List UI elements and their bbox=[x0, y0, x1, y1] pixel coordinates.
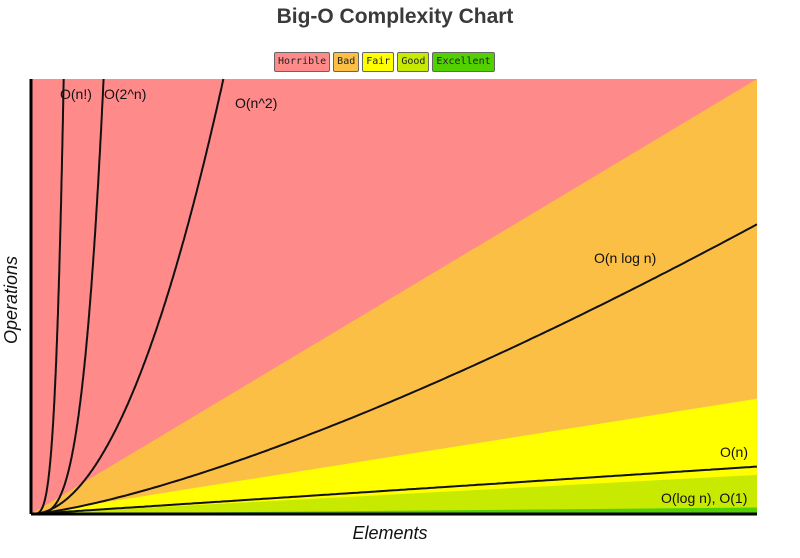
zone-bad bbox=[31, 79, 757, 514]
curve-label-square: O(n^2) bbox=[235, 95, 277, 111]
curve-square bbox=[31, 78, 225, 515]
legend-good: Good bbox=[397, 52, 430, 72]
legend-excellent: Excellent bbox=[432, 52, 495, 72]
curve-nlogn bbox=[30, 223, 758, 515]
legend-bad: Bad bbox=[333, 52, 360, 72]
x-axis-label: Elements bbox=[352, 523, 427, 543]
legend-horrible: Horrible bbox=[274, 52, 331, 72]
curve-label-flat: O(log n), O(1) bbox=[661, 490, 747, 506]
zones-layer bbox=[31, 79, 757, 514]
chart-title: Big-O Complexity Chart bbox=[276, 5, 514, 28]
legend: Horrible Bad Fair Good Excellent bbox=[274, 52, 495, 72]
curve-labels-layer: O(n!) O(2^n) O(n^2) O(n log n) O(n) O(log n),… bbox=[60, 86, 748, 506]
curve-label-nlogn: O(n log n) bbox=[594, 250, 656, 266]
y-axis-label: Operations bbox=[1, 256, 21, 344]
zone-excellent bbox=[31, 507, 757, 514]
curve-label-linear: O(n) bbox=[720, 444, 748, 460]
curve-label-factorial: O(n!) bbox=[60, 86, 92, 102]
curve-label-exp2: O(2^n) bbox=[104, 86, 146, 102]
legend-fair: Fair bbox=[362, 52, 395, 72]
curve-linear bbox=[30, 465, 758, 515]
zone-good bbox=[31, 474, 757, 514]
